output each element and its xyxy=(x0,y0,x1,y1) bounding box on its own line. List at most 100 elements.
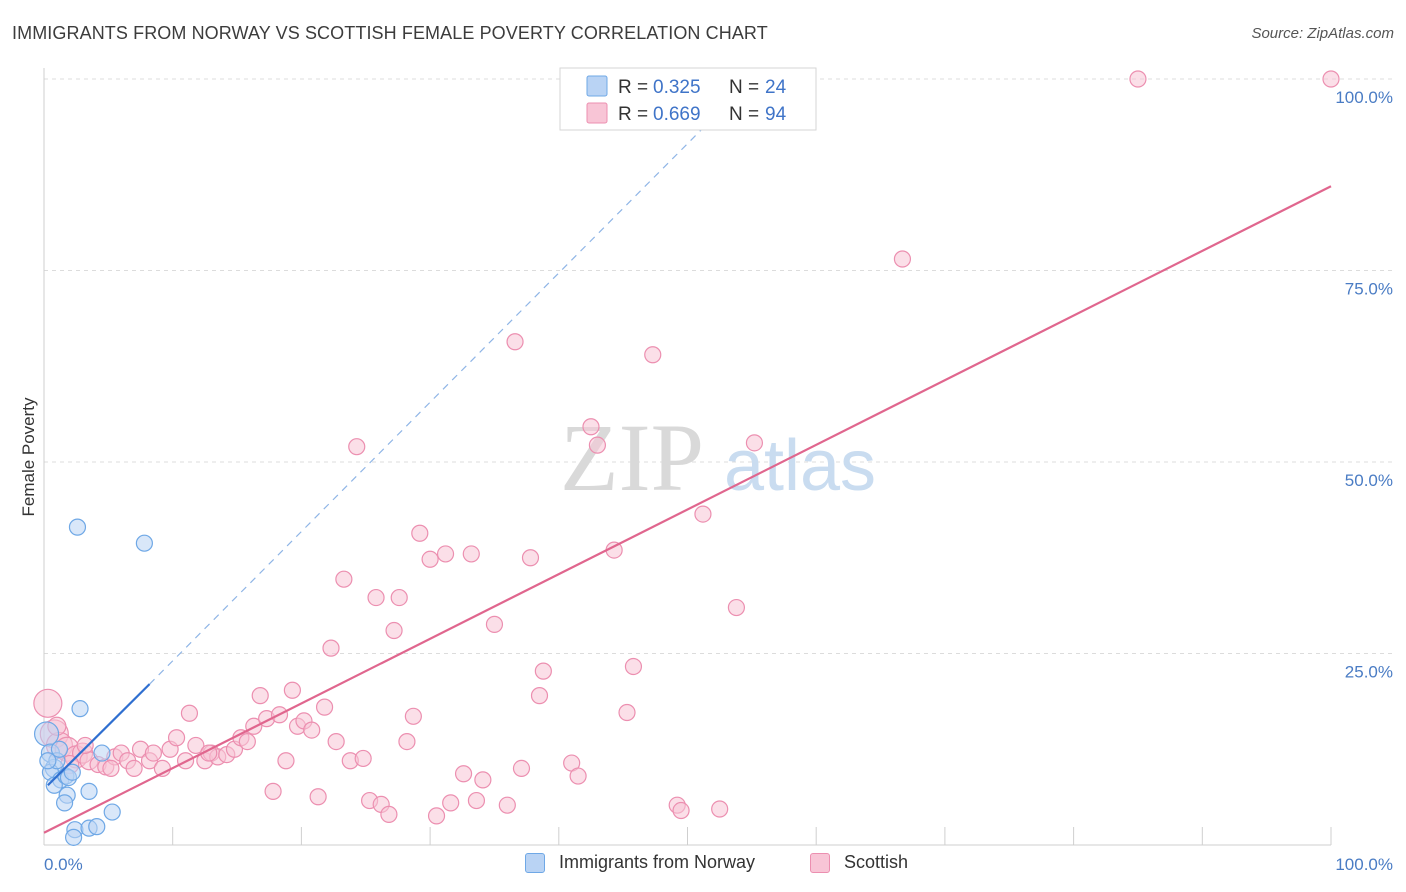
x-tick-label-min: 0.0% xyxy=(44,855,83,874)
scottish-point-41 xyxy=(322,639,340,657)
norway-point-6 xyxy=(45,776,63,794)
scottish-point-42 xyxy=(327,732,345,751)
scottish-point-52 xyxy=(390,588,408,607)
scottish-point-85 xyxy=(893,250,912,268)
scottish-point-91 xyxy=(76,736,94,755)
legend-label-norway: Immigrants from Norway xyxy=(559,852,756,872)
scottish-point-53 xyxy=(398,732,416,751)
norway-point-15 xyxy=(71,700,89,718)
scottish-point-20 xyxy=(180,704,199,722)
scottish-trend-line xyxy=(43,185,1332,834)
scottish-point-54 xyxy=(404,707,422,725)
scottish-point-63 xyxy=(474,771,492,789)
legend-bottom-swatch-scottish xyxy=(810,852,830,873)
scottish-point-84 xyxy=(745,434,764,452)
scottish-point-32 xyxy=(264,782,282,800)
norway-point-10 xyxy=(63,763,81,781)
chart-title: IMMIGRANTS FROM NORWAY VS SCOTTISH FEMAL… xyxy=(12,23,768,43)
legend-bottom-swatch-norway xyxy=(525,852,545,873)
scottish-point-80 xyxy=(672,801,690,820)
scottish-point-70 xyxy=(534,662,552,680)
scottish-point-55 xyxy=(411,524,429,542)
y-axis-label: Female Poverty xyxy=(19,397,38,517)
scottish-point-76 xyxy=(618,703,636,722)
scottish-point-66 xyxy=(506,333,524,351)
scottish-point-38 xyxy=(303,721,321,739)
legend-item-norway: Immigrants from Norway xyxy=(525,852,755,873)
scottish-point-87 xyxy=(1322,70,1340,88)
norway-trend-extension xyxy=(149,78,753,685)
legend-n-label-scottish: N = xyxy=(729,104,759,125)
scottish-point-77 xyxy=(624,657,643,676)
legend-r-value-norway: 0.325 xyxy=(653,77,701,98)
legend-r-value-scottish: 0.669 xyxy=(653,104,701,125)
scottish-point-15 xyxy=(144,744,162,762)
legend-box: R = 0.325 N = 24 R = 0.669 N = 94 xyxy=(559,67,817,131)
scottish-point-18 xyxy=(167,729,186,747)
norway-point-16 xyxy=(68,518,87,536)
norway-point-21 xyxy=(65,828,83,846)
scottish-point-58 xyxy=(436,545,455,563)
norway-point-13 xyxy=(93,744,111,762)
scottish-point-46 xyxy=(354,749,372,768)
norway-point-20 xyxy=(88,818,106,836)
scottish-point-72 xyxy=(569,767,587,785)
scottish-point-0 xyxy=(33,688,63,718)
scottish-point-86 xyxy=(1129,70,1147,88)
legend-swatch-scottish xyxy=(586,102,608,124)
y-tick-label-1: 50.0% xyxy=(1345,471,1393,490)
norway-point-17 xyxy=(135,534,153,552)
legend-n-value-norway: 24 xyxy=(765,77,787,98)
scottish-point-74 xyxy=(588,436,607,454)
scottish-point-51 xyxy=(385,621,403,640)
scottish-point-28 xyxy=(238,732,256,751)
norway-point-23 xyxy=(39,752,57,770)
y-tick-label-0: 25.0% xyxy=(1345,663,1393,682)
grid-lines xyxy=(44,78,1393,654)
watermark-zip: ZIP xyxy=(560,404,704,511)
y-tick-label-3: 100.0% xyxy=(1335,88,1393,107)
watermark-atlas: atlas xyxy=(724,426,876,506)
scottish-point-65 xyxy=(498,796,516,814)
scottish-point-60 xyxy=(454,765,473,783)
legend-n-value-scottish: 94 xyxy=(765,104,787,125)
scottish-point-68 xyxy=(521,549,540,567)
norway-point-22 xyxy=(50,740,69,758)
scottish-point-78 xyxy=(644,346,662,364)
scottish-point-40 xyxy=(315,698,334,716)
scottish-point-92 xyxy=(102,759,120,778)
y-tick-label-2: 75.0% xyxy=(1345,280,1393,299)
scottish-point-67 xyxy=(512,759,531,778)
scottish-point-12 xyxy=(125,759,143,778)
scottish-point-48 xyxy=(367,588,385,607)
norway-point-12 xyxy=(80,782,98,800)
series-norway xyxy=(33,518,153,846)
scottish-point-83 xyxy=(727,598,746,617)
trend-lines xyxy=(43,78,1332,834)
legend-label-scottish: Scottish xyxy=(844,852,909,872)
scottish-point-81 xyxy=(694,505,712,523)
scottish-point-62 xyxy=(467,791,486,810)
legend-item-scottish: Scottish xyxy=(810,852,908,873)
scottish-point-39 xyxy=(309,788,327,806)
scottish-point-64 xyxy=(485,615,504,633)
y-tick-labels: 25.0% 50.0% 75.0% 100.0% xyxy=(1335,88,1393,682)
scottish-point-73 xyxy=(582,418,600,436)
legend-r-label-scottish: R = xyxy=(618,104,648,125)
legend-r-label-norway: R = xyxy=(618,77,648,98)
scottish-point-61 xyxy=(462,545,480,563)
legend-swatch-norway xyxy=(586,75,608,97)
norway-point-14 xyxy=(103,803,121,821)
x-tick-label-max: 100.0% xyxy=(1335,855,1393,874)
scottish-point-50 xyxy=(380,805,398,823)
scottish-point-34 xyxy=(277,752,295,770)
norway-point-11 xyxy=(55,794,74,812)
scottish-point-35 xyxy=(283,681,301,699)
scottish-point-43 xyxy=(335,570,353,588)
chart-source: Source: ZipAtlas.com xyxy=(1251,25,1394,42)
scottish-point-21 xyxy=(187,736,205,755)
scottish-point-45 xyxy=(348,438,366,456)
norway-trend-line xyxy=(47,683,151,787)
scottish-point-59 xyxy=(442,794,460,812)
